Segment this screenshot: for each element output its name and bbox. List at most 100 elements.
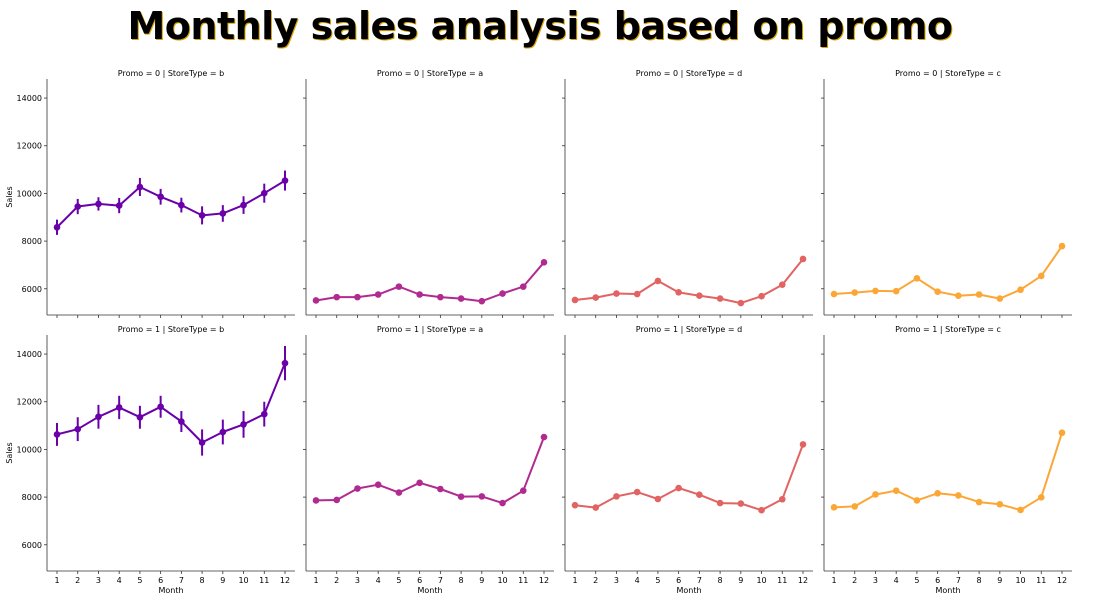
panel-3-data-point — [996, 295, 1004, 302]
panel-6-x-tick-label: 6 — [676, 576, 681, 585]
panel-6-x-axis-label: Month — [676, 586, 701, 595]
panel-1-data-point — [437, 293, 444, 301]
panel-4-x-tick-label: 5 — [137, 576, 142, 585]
panel-6-data-point — [716, 499, 724, 507]
panel-7-x-tick-label: 7 — [956, 576, 961, 585]
panel-7-data-point — [872, 491, 879, 498]
panel-4-data-point — [260, 410, 268, 418]
panel-4-data-point — [95, 413, 102, 421]
panel-5-data-point — [374, 481, 382, 489]
panel-5-x-axis-label: Month — [417, 586, 442, 595]
panel-7-data-point — [1058, 429, 1066, 437]
panel-3-series-line — [833, 245, 1063, 300]
panel-3-label: Promo = 0 | StoreType = c — [895, 69, 1001, 78]
panel-6-data-point — [633, 488, 641, 496]
panel-4-data-point — [115, 404, 123, 411]
panel-5-x-tick-label: 3 — [355, 576, 360, 585]
panel-2-data-point — [758, 292, 765, 300]
panel-2-data-point — [675, 289, 682, 296]
panel-3-data-point — [955, 292, 962, 299]
panel-5-x-tick-label: 4 — [376, 576, 381, 585]
panel-6-data-point — [778, 495, 786, 503]
panel-3-data-point — [830, 290, 838, 298]
panel-3-data-point — [913, 274, 921, 282]
panel-6-data-point — [675, 484, 682, 492]
panel-4-x-tick-label: 4 — [117, 576, 122, 585]
panel-2-data-point — [737, 299, 745, 307]
panel-0-y-tick-label: 6000 — [22, 285, 42, 294]
panel-0-data-point — [240, 201, 247, 209]
panel-0-data-point — [157, 193, 164, 201]
panel-4-data-point — [219, 428, 227, 436]
panel-4-data-point — [240, 421, 247, 428]
panel-5-x-tick-label: 12 — [539, 576, 549, 585]
panel-0-data-point — [74, 203, 82, 210]
panel-5-data-point — [395, 489, 403, 496]
panel-0-data-point — [178, 201, 185, 209]
panel-6-data-point — [613, 493, 620, 500]
panel-2-data-point — [571, 296, 579, 304]
panel-7-data-point — [913, 497, 921, 504]
panel-3-data-point — [851, 289, 859, 296]
panel-0-data-point — [260, 189, 268, 197]
panel-5-data-point — [499, 499, 506, 507]
panel-1-data-point — [312, 297, 320, 304]
panel-7-x-tick-label: 3 — [873, 576, 878, 585]
panel-6-x-tick-label: 3 — [614, 576, 619, 585]
panel-1-data-point — [354, 293, 361, 301]
panel-7-data-point — [955, 492, 962, 499]
panel-0-data-point — [219, 210, 227, 217]
panel-1-data-point — [499, 290, 506, 297]
panel-4-x-tick-label: 12 — [280, 576, 290, 585]
panel-0-label: Promo = 0 | StoreType = b — [118, 69, 224, 78]
panel-7-x-tick-label: 6 — [935, 576, 940, 585]
panel-4-label: Promo = 1 | StoreType = b — [118, 325, 224, 334]
page-title: Monthly sales analysis based on promo — [127, 4, 953, 48]
panel-0-series-line — [56, 179, 286, 229]
panel-6-label: Promo = 1 | StoreType = d — [636, 325, 742, 334]
panel-2-data-point — [592, 294, 600, 301]
panel-6-x-tick-label: 10 — [756, 576, 766, 585]
panel-1-data-point — [333, 293, 341, 301]
panel-7-x-tick-label: 12 — [1057, 576, 1067, 585]
panel-4-x-tick-label: 2 — [75, 576, 80, 585]
panel-6-x-tick-label: 1 — [572, 576, 577, 585]
panel-4-y-tick-label: 6000 — [22, 541, 42, 550]
panel-7-x-tick-label: 2 — [852, 576, 857, 585]
panel-5-x-tick-label: 5 — [396, 576, 401, 585]
panel-0-data-point — [281, 177, 289, 184]
panel-6-x-tick-label: 9 — [738, 576, 743, 585]
panel-4-y-tick-label: 14000 — [17, 350, 42, 359]
panel-3-data-point — [1037, 272, 1045, 280]
panel-2-data-point — [696, 292, 703, 299]
panel-1-label: Promo = 0 | StoreType = a — [377, 69, 483, 78]
panel-2-data-point — [799, 255, 807, 263]
panel-4-y-tick-label: 12000 — [17, 398, 42, 407]
panel-6-data-point — [696, 491, 703, 499]
panel-4-data-point — [53, 431, 61, 438]
panel-0-data-point — [136, 183, 144, 191]
panel-7-x-tick-label: 11 — [1036, 576, 1046, 585]
panel-2-data-point — [633, 290, 641, 298]
panel-7-data-point — [975, 498, 983, 506]
panel-7-data-point — [830, 504, 838, 511]
panel-6-x-tick-label: 4 — [635, 576, 640, 585]
panel-1-data-point — [457, 295, 465, 302]
panel-4-y-axis-label: Sales — [5, 442, 14, 463]
panel-5-x-tick-label: 11 — [518, 576, 528, 585]
panel-5-data-point — [333, 496, 341, 504]
panel-4-x-tick-label: 8 — [200, 576, 205, 585]
panel-6-x-tick-label: 5 — [655, 576, 660, 585]
panel-5-data-point — [478, 493, 486, 500]
panel-7-x-tick-label: 10 — [1015, 576, 1025, 585]
panel-5-label: Promo = 1 | StoreType = a — [377, 325, 483, 334]
panel-1-data-point — [374, 291, 382, 298]
panel-2-data-point — [778, 281, 786, 289]
panel-7-x-axis-label: Month — [935, 586, 960, 595]
panel-4-y-tick-label: 8000 — [22, 493, 42, 502]
panel-5-data-point — [457, 493, 465, 500]
panel-0-y-tick-label: 10000 — [17, 189, 42, 198]
panel-4-x-axis-label: Month — [158, 586, 183, 595]
panel-4-data-point — [281, 359, 289, 367]
